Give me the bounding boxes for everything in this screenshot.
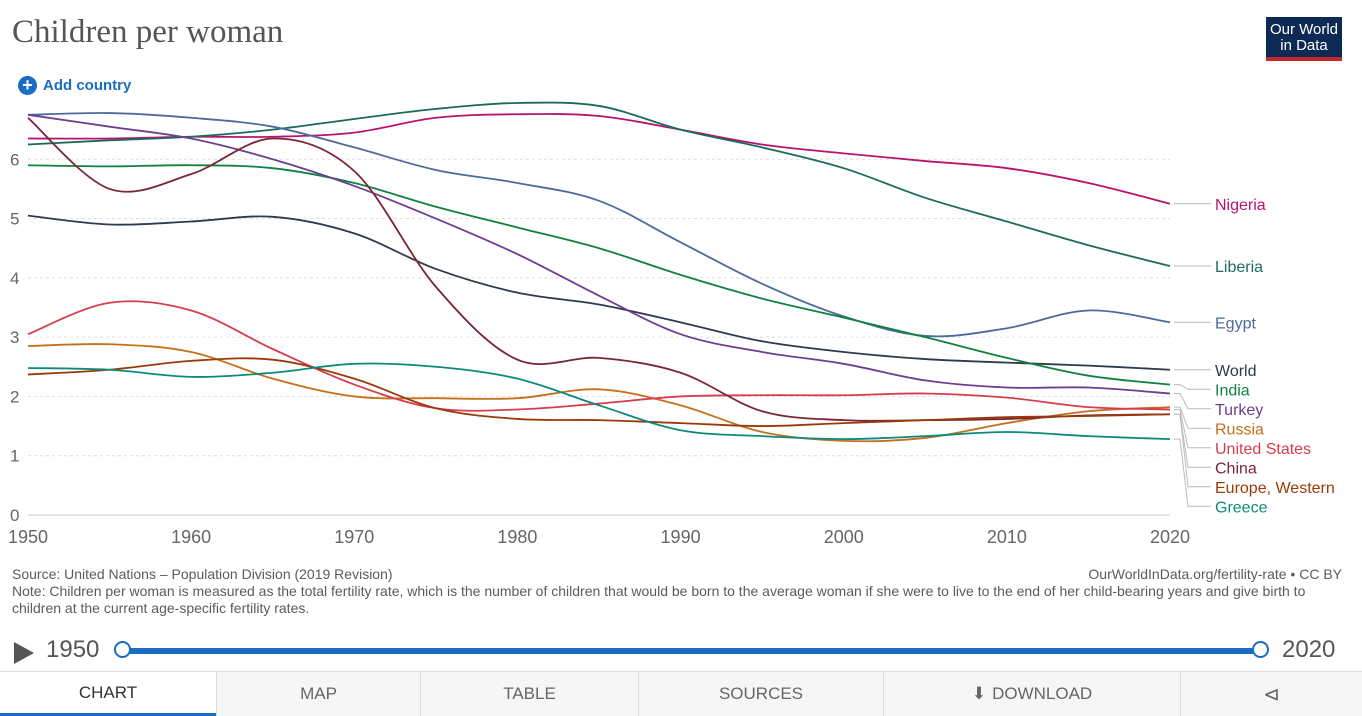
timeline-end-handle[interactable] (1252, 641, 1269, 658)
y-tick-label: 5 (10, 210, 19, 229)
x-tick-label: 1980 (497, 527, 537, 547)
x-tick-label: 1970 (334, 527, 374, 547)
series-label-egypt: Egypt (1215, 315, 1256, 332)
x-tick-label: 1990 (661, 527, 701, 547)
add-country-button[interactable]: + Add country (18, 76, 131, 95)
y-tick-label: 4 (10, 269, 19, 288)
play-icon[interactable] (14, 642, 34, 664)
series-label-nigeria: Nigeria (1215, 197, 1266, 214)
line-chart: 0 1 2 3 4 5 6 1950 1960 1970 1980 1990 2000 2010 2020 N… (0, 100, 1362, 555)
y-tick-label: 0 (10, 506, 19, 525)
x-tick-label: 1950 (8, 527, 48, 547)
series-label-greece: Greece (1215, 499, 1268, 516)
y-tick-label: 1 (10, 447, 19, 466)
tab-map-label: MAP (300, 684, 337, 703)
series-label-europe-western: Europe, Western (1215, 480, 1335, 497)
series-line-turkey (27, 113, 1171, 395)
tab-sources-label: SOURCES (718, 684, 804, 703)
x-tick-label: 2010 (987, 527, 1027, 547)
series-label-liberia: Liberia (1215, 259, 1263, 276)
leader-line-europe-western (1174, 413, 1211, 488)
tab-download[interactable]: ⬇ DOWNLOAD (883, 672, 1180, 716)
series-line-europe-western (27, 357, 1171, 427)
series-label-russia: Russia (1215, 421, 1264, 438)
add-country-label: Add country (43, 77, 132, 94)
timeline-end-year: 2020 (1282, 636, 1336, 663)
owid-logo[interactable]: Our World in Data (1266, 17, 1342, 61)
y-tick-label: 2 (10, 387, 19, 406)
x-tick-label: 2000 (824, 527, 864, 547)
x-tick-label: 2020 (1150, 527, 1190, 547)
series-line-india (27, 164, 1171, 386)
leader-line-india (1174, 384, 1211, 390)
logo-line-2: in Data (1280, 37, 1328, 54)
series-label-india: India (1215, 382, 1250, 399)
y-tick-label: 3 (10, 328, 19, 347)
tab-map[interactable]: MAP (216, 672, 420, 716)
tab-share[interactable]: ⊲ (1180, 672, 1362, 716)
x-tick-label: 1960 (171, 527, 211, 547)
source-url[interactable]: OurWorldInData.org/fertility-rate • CC B… (1088, 566, 1342, 582)
series-label-united-states: United States (1215, 441, 1311, 458)
plus-circle-icon: + (18, 76, 37, 95)
timeline-start-year: 1950 (46, 636, 100, 663)
leader-line-turkey (1174, 392, 1211, 410)
series-line-united-states (27, 300, 1171, 412)
series-line-greece (27, 362, 1171, 441)
tab-bar: CHART MAP TABLE SOURCES ⬇ DOWNLOAD ⊲ (0, 671, 1362, 716)
source-text: Source: United Nations – Population Divi… (12, 566, 393, 582)
tab-download-label: DOWNLOAD (992, 684, 1093, 703)
leader-line-russia (1174, 406, 1211, 429)
y-tick-label: 6 (10, 150, 19, 169)
tab-table-label: TABLE (503, 684, 556, 703)
chart-notes: Source: United Nations – Population Divi… (12, 566, 1342, 617)
series-label-china: China (1215, 460, 1257, 477)
timeline-start-handle[interactable] (114, 641, 131, 658)
tab-chart[interactable]: CHART (0, 672, 216, 716)
series-line-nigeria (27, 113, 1171, 205)
series-label-turkey: Turkey (1215, 402, 1263, 419)
share-icon: ⊲ (1263, 683, 1280, 706)
series-line-world (27, 214, 1171, 371)
tab-chart-label: CHART (78, 682, 138, 702)
leader-line-china (1174, 413, 1211, 468)
series-line-china (27, 117, 1171, 422)
chart-title: Children per woman (12, 14, 284, 50)
logo-line-1: Our World (1269, 21, 1339, 38)
note-text: Note: Children per woman is measured as … (12, 583, 1306, 616)
timeline-slider[interactable]: 1950 2020 (0, 634, 1362, 670)
tab-table[interactable]: TABLE (420, 672, 638, 716)
timeline-track[interactable] (123, 648, 1261, 654)
tab-sources[interactable]: SOURCES (638, 672, 883, 716)
leader-line-united-states (1174, 408, 1211, 449)
download-icon: ⬇ (971, 684, 987, 703)
series-label-world: World (1215, 363, 1257, 380)
series-line-egypt (27, 112, 1171, 338)
leader-line-greece (1174, 438, 1211, 507)
series-line-liberia (27, 101, 1171, 267)
